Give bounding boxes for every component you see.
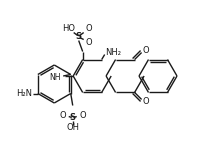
Text: O: O — [85, 24, 92, 33]
Text: HO: HO — [62, 24, 75, 33]
Text: NH₂: NH₂ — [105, 48, 121, 57]
Text: O: O — [142, 97, 149, 106]
Text: NH: NH — [50, 73, 61, 82]
Text: S: S — [70, 113, 76, 122]
Text: O: O — [142, 46, 149, 55]
Text: S: S — [76, 32, 82, 41]
Text: O: O — [60, 111, 66, 120]
Text: H₂N: H₂N — [16, 89, 32, 98]
Text: O: O — [79, 111, 86, 120]
Text: O: O — [85, 38, 92, 47]
Text: OH: OH — [66, 123, 79, 132]
